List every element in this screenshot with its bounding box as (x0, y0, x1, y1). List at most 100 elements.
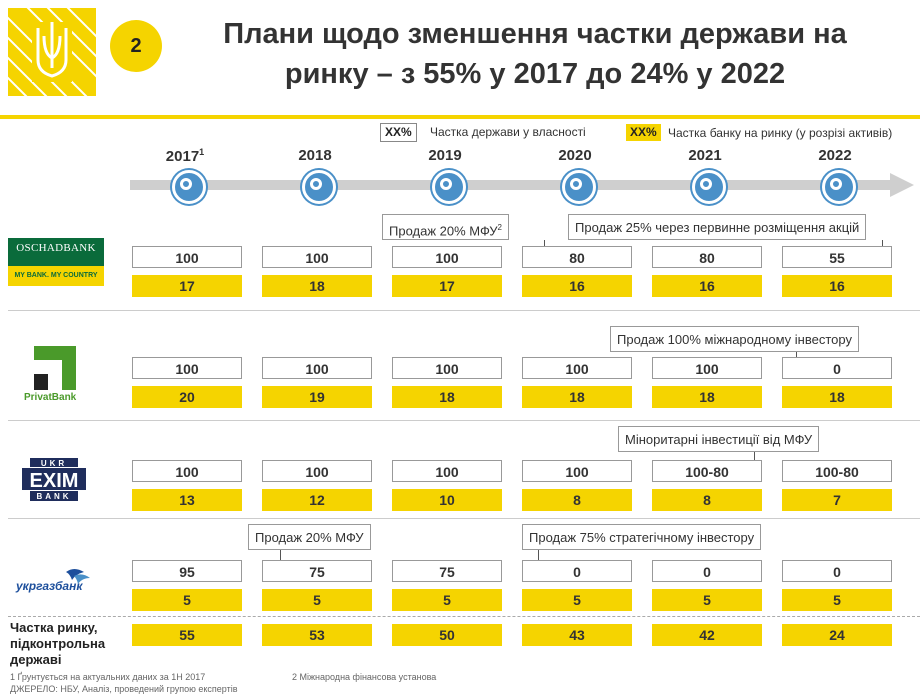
ukrgas-state-share-2018: 75 (262, 560, 372, 582)
footnote-2: 2 Міжнародна фінансова установа (292, 672, 437, 682)
timeline-marker-2022 (822, 170, 856, 204)
ukrgas-market-share-2022: 5 (782, 589, 892, 611)
timeline-marker-2021 (692, 170, 726, 204)
exim-state-share-2018: 100 (262, 460, 372, 482)
legend-state-label: Частка держави у власності (430, 125, 586, 139)
connector-line (754, 452, 755, 466)
oschad-state-share-2022: 55 (782, 246, 892, 268)
privat-market-share-2021: 18 (652, 386, 762, 408)
row-separator (8, 420, 920, 421)
note-oschad-2019: Продаж 20% МФУ2 (382, 214, 509, 240)
privat-state-share-2021: 100 (652, 357, 762, 379)
header-rule (0, 115, 920, 119)
year-label-2017: 20171 (165, 147, 205, 165)
note-ukrgas-2020: Продаж 75% стратегічному інвестору (522, 524, 762, 550)
ukreximbank-logo: UKR EXIM BANK (22, 458, 86, 502)
ukrgas-market-share-2021: 5 (652, 589, 762, 611)
exim-market-share-2021: 8 (652, 489, 762, 511)
timeline-marker-2020 (562, 170, 596, 204)
year-label-2019: 2019 (428, 147, 462, 164)
oschad-market-share-2017: 17 (132, 275, 242, 297)
ukrgas-market-share-2017: 5 (132, 589, 242, 611)
note-oschad-2022: Продаж 25% через первинне розміщення акц… (568, 214, 867, 240)
row-separator (8, 310, 920, 311)
oschad-market-share-2019: 17 (392, 275, 502, 297)
oschad-market-share-2021: 16 (652, 275, 762, 297)
exim-top-text: UKR (41, 459, 67, 468)
timeline-marker-2019 (432, 170, 466, 204)
privat-market-share-2020: 18 (522, 386, 632, 408)
connector-line (538, 550, 539, 564)
exim-state-share-2017: 100 (132, 460, 242, 482)
exim-bot-text: BANK (36, 492, 71, 501)
total-row-label: Частка ринку, підконтрольна державі (10, 620, 106, 667)
ukrgas-state-share-2019: 75 (392, 560, 502, 582)
ukrgasbank-logo: укргазбанк (14, 568, 96, 594)
year-label-2020: 2020 (558, 147, 592, 164)
exim-state-share-2020: 100 (522, 460, 632, 482)
total-share-2022: 24 (782, 624, 892, 646)
privat-market-share-2022: 18 (782, 386, 892, 408)
total-share-2017: 55 (132, 624, 242, 646)
total-share-2021: 42 (652, 624, 762, 646)
slide-number: 2 (130, 34, 142, 57)
source-note: ДЖЕРЕЛО: НБУ, Аналіз, проведений групою … (10, 684, 238, 694)
oschad-market-share-2018: 18 (262, 275, 372, 297)
footnote-1: 1 Ґрунтується на актуальних даних за 1Н … (10, 672, 206, 682)
oschad-market-share-2022: 16 (782, 275, 892, 297)
legend-market-box: XX% (626, 124, 661, 141)
oschadbank-name: OSCHADBANK (16, 242, 96, 254)
privat-state-share-2020: 100 (522, 357, 632, 379)
total-share-2018: 53 (262, 624, 372, 646)
slide-number-badge: 2 (110, 20, 162, 72)
coat-of-arms-logo (0, 0, 107, 107)
privat-state-share-2022: 0 (782, 357, 892, 379)
exim-state-share-2022: 100-80 (782, 460, 892, 482)
privat-market-share-2017: 20 (132, 386, 242, 408)
year-label-2022: 2022 (818, 147, 852, 164)
oschadbank-tagline: MY BANK. MY COUNTRY (8, 266, 104, 286)
exim-market-share-2022: 7 (782, 489, 892, 511)
exim-market-share-2020: 8 (522, 489, 632, 511)
privat-state-share-2017: 100 (132, 357, 242, 379)
privat-market-share-2018: 19 (262, 386, 372, 408)
privat-market-share-2019: 18 (392, 386, 502, 408)
ukrgas-market-share-2020: 5 (522, 589, 632, 611)
privat-state-share-2018: 100 (262, 357, 372, 379)
exim-market-share-2017: 13 (132, 489, 242, 511)
ukrgas-state-share-2017: 95 (132, 560, 242, 582)
oschad-state-share-2021: 80 (652, 246, 762, 268)
ukrgas-state-share-2020: 0 (522, 560, 632, 582)
ukrgasbank-name: укргазбанк (15, 579, 83, 593)
privatbank-name: PrivatBank (24, 392, 77, 403)
year-label-2021: 2021 (688, 147, 722, 164)
title-line-1: Плани щодо зменшення частки держави на (223, 18, 847, 50)
ukrgas-state-share-2022: 0 (782, 560, 892, 582)
slide-title: Плани щодо зменшення частки держави на р… (175, 14, 895, 94)
exim-mid-text: EXIM (30, 470, 79, 492)
timeline-bar (130, 180, 894, 190)
privatbank-logo-icon (30, 344, 78, 392)
oschad-state-share-2020: 80 (522, 246, 632, 268)
privat-state-share-2019: 100 (392, 357, 502, 379)
exim-state-share-2019: 100 (392, 460, 502, 482)
oschad-state-share-2019: 100 (392, 246, 502, 268)
legend-market-label: Частка банку на ринку (у розрізі активів… (668, 126, 893, 140)
ukrgas-market-share-2019: 5 (392, 589, 502, 611)
total-separator (8, 616, 920, 617)
exim-state-share-2021: 100-80 (652, 460, 762, 482)
exim-market-share-2019: 10 (392, 489, 502, 511)
oschad-market-share-2020: 16 (522, 275, 632, 297)
legend-state-box: XX% (380, 123, 417, 142)
total-share-2020: 43 (522, 624, 632, 646)
connector-line (280, 550, 281, 564)
row-separator (8, 518, 920, 519)
timeline-marker-2018 (302, 170, 336, 204)
ukrgas-state-share-2021: 0 (652, 560, 762, 582)
oschad-state-share-2018: 100 (262, 246, 372, 268)
oschadbank-logo: OSCHADBANK MY BANK. MY COUNTRY (8, 238, 104, 286)
title-line-2: ринку – з 55% у 2017 до 24% у 2022 (284, 58, 786, 90)
note-privat-2022: Продаж 100% міжнародному інвестору (610, 326, 859, 352)
timeline-marker-2017 (172, 170, 206, 204)
total-share-2019: 50 (392, 624, 502, 646)
